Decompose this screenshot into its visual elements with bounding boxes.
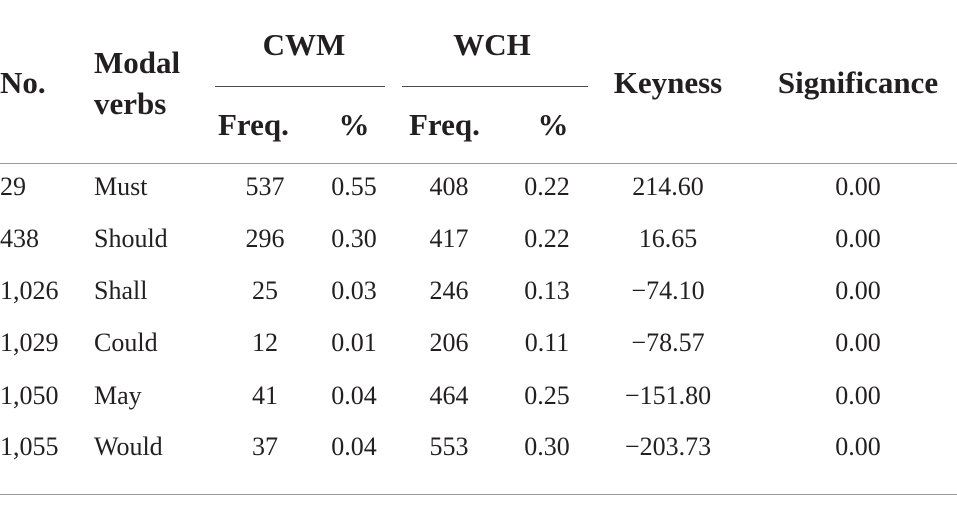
cell-significance: 0.00 xyxy=(835,276,881,305)
cell-wch-freq: 408 xyxy=(429,172,469,201)
cell-cwm-pct: 0.30 xyxy=(331,224,377,253)
cell-verb: Would xyxy=(94,432,163,461)
cell-cwm-pct: 0.55 xyxy=(331,172,377,201)
cell-wch-pct: 0.13 xyxy=(524,276,570,305)
cell-no: 1,055 xyxy=(0,432,59,461)
cell-keyness: −203.73 xyxy=(624,432,712,461)
cell-wch-freq: 553 xyxy=(429,432,469,461)
cell-keyness: −78.57 xyxy=(631,328,705,357)
cwm-group-rule xyxy=(215,86,385,87)
cell-verb: May xyxy=(94,381,142,410)
cell-wch-freq: 417 xyxy=(429,224,469,253)
cell-cwm-freq: 37 xyxy=(252,432,278,461)
cell-verb: Should xyxy=(94,224,168,253)
header-wch-freq: Freq. xyxy=(409,107,480,142)
cell-no: 438 xyxy=(0,224,39,253)
cell-no: 1,026 xyxy=(0,276,59,305)
header-keyness: Keyness xyxy=(613,65,723,100)
cell-verb: Could xyxy=(94,328,158,357)
header-no: No. xyxy=(0,65,46,100)
header-cwm-pct: % xyxy=(338,107,370,142)
cell-verb: Shall xyxy=(94,276,148,305)
cell-keyness: 16.65 xyxy=(638,224,698,253)
cell-wch-freq: 246 xyxy=(429,276,469,305)
cell-significance: 0.00 xyxy=(835,381,881,410)
cell-wch-pct: 0.25 xyxy=(524,381,570,410)
cell-wch-freq: 206 xyxy=(429,328,469,357)
header-wch: WCH xyxy=(453,27,531,62)
header-modal-verbs-line1: Modal xyxy=(94,45,181,80)
cell-verb: Must xyxy=(94,172,148,201)
cell-significance: 0.00 xyxy=(835,432,881,461)
header-modal-verbs-line2: verbs xyxy=(94,86,167,121)
header-wch-pct: % xyxy=(537,107,569,142)
cell-wch-pct: 0.22 xyxy=(524,172,570,201)
cell-cwm-freq: 12 xyxy=(252,328,278,357)
cell-cwm-pct: 0.04 xyxy=(331,381,377,410)
header-significance: Significance xyxy=(777,65,939,100)
cell-keyness: 214.60 xyxy=(632,172,704,201)
cell-cwm-freq: 41 xyxy=(252,381,278,410)
header-cwm-freq: Freq. xyxy=(218,107,289,142)
cell-cwm-freq: 537 xyxy=(245,172,285,201)
cell-wch-pct: 0.22 xyxy=(524,224,570,253)
cell-significance: 0.00 xyxy=(835,172,881,201)
table-bottom-rule xyxy=(0,494,957,495)
cell-no: 1,050 xyxy=(0,381,59,410)
cell-wch-pct: 0.30 xyxy=(524,432,570,461)
cell-wch-freq: 464 xyxy=(429,381,469,410)
wch-group-rule xyxy=(402,86,588,87)
cell-no: 1,029 xyxy=(0,328,59,357)
cell-no: 29 xyxy=(0,172,26,201)
cell-significance: 0.00 xyxy=(835,224,881,253)
cell-significance: 0.00 xyxy=(835,328,881,357)
cell-cwm-pct: 0.04 xyxy=(331,432,377,461)
cell-keyness: −74.10 xyxy=(631,276,705,305)
header-cwm: CWM xyxy=(262,27,346,62)
cell-cwm-freq: 25 xyxy=(252,276,278,305)
header-bottom-rule xyxy=(0,163,957,164)
cell-wch-pct: 0.11 xyxy=(524,328,570,357)
cell-cwm-pct: 0.03 xyxy=(331,276,377,305)
cell-cwm-freq: 296 xyxy=(245,224,285,253)
cell-cwm-pct: 0.01 xyxy=(331,328,377,357)
cell-keyness: −151.80 xyxy=(624,381,712,410)
